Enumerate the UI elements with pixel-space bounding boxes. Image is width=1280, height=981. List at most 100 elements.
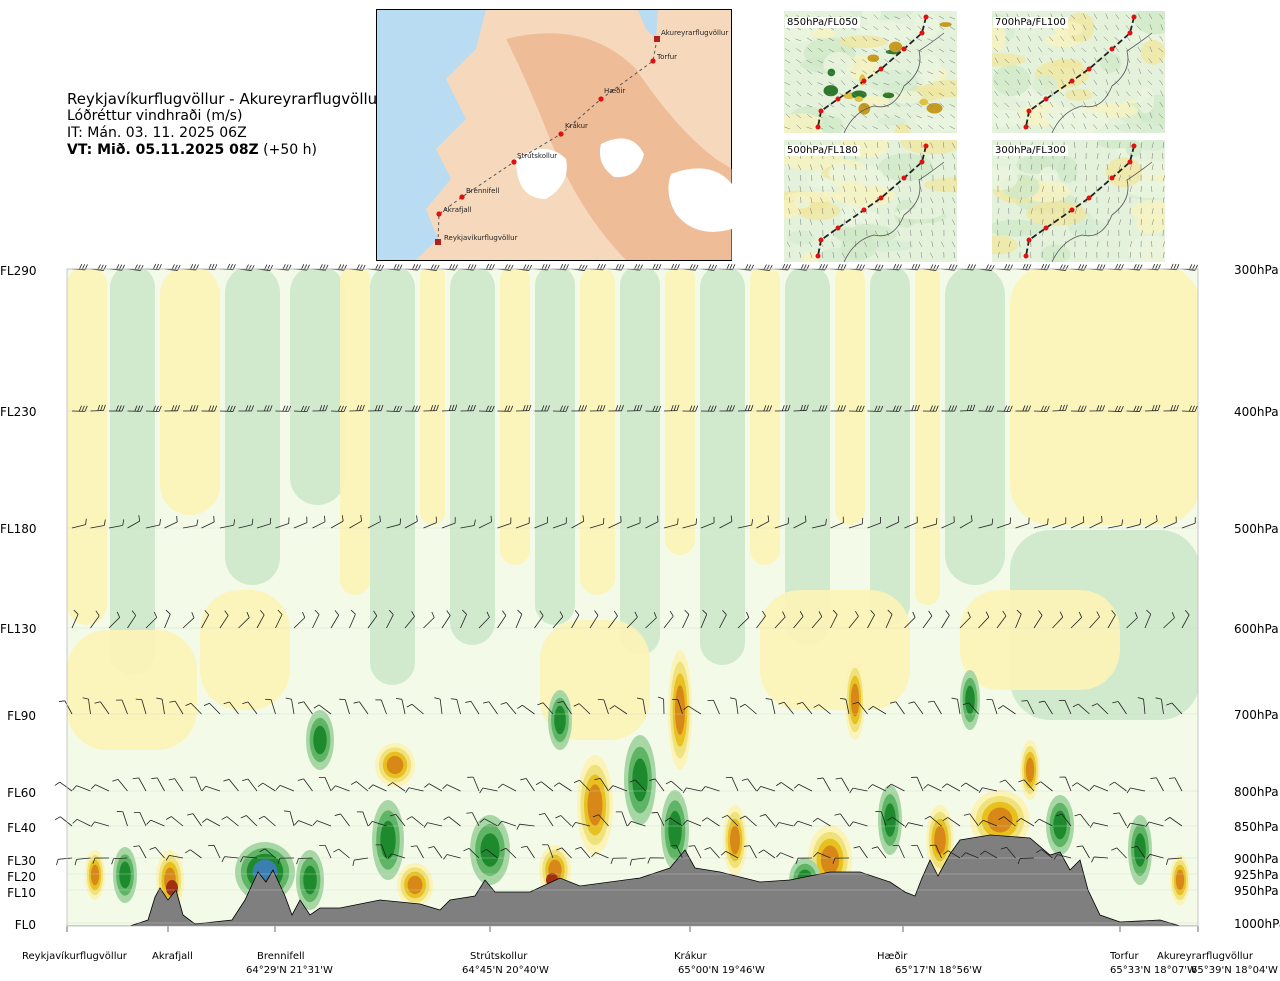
route-title: Reykjavíkurflugvöllur - Akureyrarflugvöl… <box>67 90 384 108</box>
inset-barb <box>1061 123 1065 130</box>
fl-label-90: FL90 <box>7 709 36 723</box>
inset-wind-patch <box>894 123 911 133</box>
wind-barb <box>626 404 643 412</box>
inset-route-point <box>1043 225 1049 231</box>
inset-route-point <box>923 14 929 20</box>
wind-barb <box>164 405 180 412</box>
wind-barb <box>556 847 572 859</box>
updraft-band <box>370 269 415 685</box>
inset-barb <box>1063 197 1065 204</box>
inset-barb <box>796 91 802 97</box>
wind-barb <box>597 699 609 715</box>
inset-barb <box>796 48 802 53</box>
wind-barb <box>737 611 750 629</box>
wind-barb <box>1163 612 1175 629</box>
downdraft-band <box>750 269 780 565</box>
wind-barb <box>1163 404 1179 412</box>
inset-wind-patch <box>828 163 857 183</box>
inset-barb <box>920 252 923 259</box>
wind-barb <box>721 814 739 827</box>
wind-barb <box>108 519 125 529</box>
wind-barb <box>1033 610 1043 629</box>
inset-barb <box>855 219 857 226</box>
inset-barb <box>820 164 824 171</box>
wind-barb <box>201 516 215 529</box>
wind-barb <box>135 698 147 715</box>
wind-barb <box>626 516 641 529</box>
inset-barb <box>851 47 857 53</box>
inset-wind-patch <box>1140 39 1165 65</box>
wind-barb <box>943 850 961 859</box>
wind-barb <box>707 699 720 715</box>
inset-wind-patch <box>992 64 1031 96</box>
wind-barb <box>571 822 591 828</box>
wind-barb <box>610 857 628 864</box>
downdraft-band <box>960 590 1120 690</box>
inset-barb <box>1148 13 1153 20</box>
wind-barb <box>1017 857 1035 865</box>
inset-wind-patch <box>1125 181 1165 199</box>
inset-barb <box>1162 241 1165 248</box>
downdraft-core <box>675 685 685 735</box>
wind-barb <box>629 779 646 792</box>
inset-barb <box>1093 13 1098 20</box>
wind-barb <box>885 609 893 629</box>
inset-barb <box>850 104 857 108</box>
wind-barb <box>1164 817 1183 827</box>
inset-barb <box>1093 69 1098 75</box>
wind-barb <box>812 817 831 827</box>
wind-barb <box>1181 405 1198 412</box>
inset-barb <box>1051 164 1054 171</box>
wind-barb <box>132 777 147 792</box>
wind-barb <box>557 701 572 715</box>
downdraft-band <box>160 269 220 515</box>
inset-barb <box>1027 90 1032 97</box>
wind-barb <box>145 611 158 629</box>
inset-barb <box>950 36 956 42</box>
inset-barb <box>809 164 813 171</box>
loc-name-krakur: Krákur <box>674 951 707 962</box>
wind-barb <box>108 611 121 629</box>
wind-barb <box>1015 405 1032 412</box>
wind-barb <box>189 776 202 792</box>
inset-barb <box>1037 69 1043 75</box>
inset-barb <box>953 208 956 215</box>
inset-barb <box>994 57 999 64</box>
wind-barb <box>978 611 990 629</box>
inset-barb <box>875 252 879 259</box>
inset-barb <box>1072 90 1076 97</box>
inset-barb <box>909 252 912 259</box>
inset-barb <box>1151 142 1154 149</box>
inset-barb <box>1092 124 1098 130</box>
wind-barb <box>1126 612 1138 629</box>
map-station-label: Akrafjall <box>443 206 472 214</box>
inset-barb <box>1062 252 1065 259</box>
inset-barb <box>851 114 857 119</box>
wind-barb <box>349 515 363 529</box>
inset-barb <box>1093 79 1098 86</box>
inset-barb <box>1070 14 1076 20</box>
inset-barb <box>1008 197 1010 204</box>
wind-barb <box>592 814 609 827</box>
inset-barb <box>875 175 879 182</box>
updraft-band <box>785 269 830 645</box>
inset-barb <box>851 80 857 86</box>
inset-barb <box>1061 79 1065 86</box>
inset-barb <box>920 164 923 171</box>
wind-barb <box>832 857 850 864</box>
wind-barb <box>219 405 236 412</box>
inset-barb <box>1107 153 1110 160</box>
inset-barb <box>917 91 923 97</box>
wind-barb <box>1126 405 1143 412</box>
wind-barb <box>835 777 850 792</box>
wind-barb <box>589 518 605 529</box>
wind-barb <box>265 698 276 715</box>
wind-barb <box>223 778 239 792</box>
wind-barb <box>941 405 958 412</box>
inset-barb <box>1138 35 1142 42</box>
inset-barb <box>843 175 846 182</box>
inset-barb <box>1140 219 1142 226</box>
loc-name-torfur: Torfur <box>1110 951 1139 962</box>
wind-barb <box>817 777 831 792</box>
inset-barb <box>861 103 868 108</box>
